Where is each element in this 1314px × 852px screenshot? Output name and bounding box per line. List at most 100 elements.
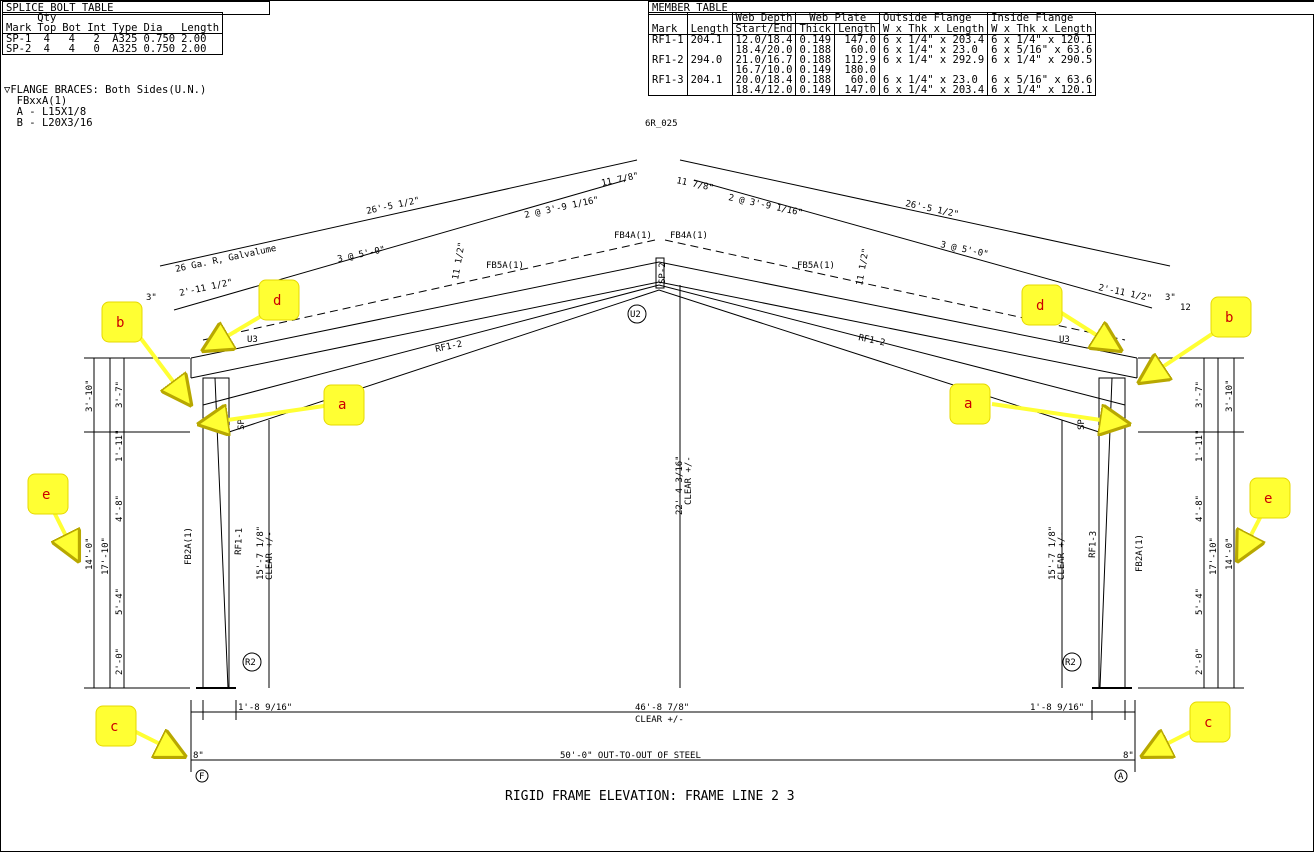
- svg-text:3 @ 5'-0": 3 @ 5'-0": [337, 245, 387, 265]
- svg-text:14'-0": 14'-0": [1225, 537, 1235, 570]
- svg-text:c: c: [110, 719, 118, 735]
- svg-text:12: 12: [1180, 303, 1191, 313]
- svg-text:RF1-3: RF1-3: [1088, 531, 1099, 558]
- svg-text:e: e: [42, 487, 50, 503]
- svg-text:RF1-2: RF1-2: [857, 333, 886, 348]
- col-dia: Dia: [140, 23, 179, 34]
- svg-text:4'-8": 4'-8": [1195, 495, 1205, 522]
- svg-text:8": 8": [1123, 751, 1134, 761]
- svg-text:1'-8 9/16": 1'-8 9/16": [238, 703, 292, 713]
- table-row: RF1-3 204.1 20.0/18.4 0.188 60.0 6 x 1/4" x 2…: [649, 75, 1096, 85]
- qty-header: Qty: [37, 12, 57, 24]
- svg-text:FB2A(1): FB2A(1): [1135, 534, 1145, 572]
- callout-c-left: c: [95, 705, 137, 747]
- splice-bolt-table: Qty Mark Top Bot Int Type Dia Length SP-…: [2, 12, 224, 55]
- svg-text:46'-8 7/8": 46'-8 7/8": [635, 703, 689, 713]
- col-mark: Mark: [648, 23, 688, 35]
- svg-text:A: A: [1118, 772, 1124, 782]
- splice-table-title: SPLICE BOLT TABLE: [2, 1, 270, 15]
- svg-text:14'-0": 14'-0": [85, 537, 95, 570]
- grid-bubble-left: [195, 769, 209, 783]
- svg-text:CLEAR +/-: CLEAR +/-: [684, 456, 694, 505]
- svg-text:F: F: [199, 772, 204, 782]
- table-row: 18.4/12.0 0.149 147.0 6 x 1/4" x 203.4 6 x 1…: [649, 85, 1096, 96]
- callout-b-left: b: [101, 301, 143, 343]
- svg-text:a: a: [338, 397, 346, 413]
- table-row: RF1-2 294.0 21.0/16.7 0.188 112.9 6 x 1/4" x …: [649, 55, 1096, 65]
- svg-text:U3: U3: [1059, 335, 1070, 345]
- table-row: SP-1 4 4 2 A325 0.750 2.00: [6, 33, 207, 45]
- svg-text:3": 3": [1165, 293, 1176, 303]
- svg-text:8": 8": [193, 751, 204, 761]
- member-table: Web Depth Web Plate Outside Flange Insid…: [648, 12, 1097, 96]
- svg-text:5'-4": 5'-4": [115, 588, 125, 615]
- drawing-title: RIGID FRAME ELEVATION: FRAME LINE 2 3: [505, 789, 795, 804]
- table-row: SP-2 4 4 0 A325 0.750 2.00: [6, 43, 207, 55]
- frame-geometry: [84, 159, 1244, 783]
- triangle-icon: ▽: [4, 84, 11, 96]
- svg-text:FB4A(1): FB4A(1): [614, 231, 652, 241]
- table-row: RF1-1 204.1 12.0/18.4 0.149 147.0 6 x 1/4" x …: [649, 34, 1096, 45]
- col-length: Length: [686, 23, 733, 35]
- svg-text:b: b: [116, 315, 124, 331]
- col-top: Top: [34, 23, 60, 34]
- svg-text:R2: R2: [1065, 658, 1076, 668]
- svg-text:2'-11 1/2": 2'-11 1/2": [179, 278, 234, 299]
- svg-text:R2: R2: [245, 658, 256, 668]
- callout-a-left: a: [323, 384, 365, 426]
- col-type: Type: [109, 23, 141, 34]
- svg-text:c: c: [1204, 715, 1212, 731]
- svg-text:11 7/8": 11 7/8": [601, 171, 640, 189]
- svg-text:2 @ 3'-9 1/16": 2 @ 3'-9 1/16": [727, 193, 803, 219]
- callout-d-right: d: [1021, 284, 1063, 326]
- svg-text:3'-10": 3'-10": [85, 379, 95, 412]
- svg-text:2'-0": 2'-0": [1195, 648, 1205, 675]
- svg-text:3'-10": 3'-10": [1225, 379, 1235, 412]
- svg-text:17'-10": 17'-10": [101, 537, 111, 575]
- svg-text:1'-8 9/16": 1'-8 9/16": [1030, 703, 1084, 713]
- grid-bubble-right: [1114, 769, 1128, 783]
- svg-text:U2: U2: [630, 310, 641, 320]
- svg-text:3": 3": [146, 293, 157, 303]
- flange-braces-note: ▽FLANGE BRACES: Both Sides(U.N.) FBxxA(1…: [4, 84, 207, 129]
- svg-text:FB5A(1): FB5A(1): [486, 261, 524, 271]
- svg-text:4'-8": 4'-8": [115, 495, 125, 522]
- ridge-label: 6R_025: [645, 119, 678, 129]
- svg-text:a: a: [964, 396, 972, 412]
- svg-text:SP: SP: [1077, 419, 1087, 430]
- callout-c-right: c: [1189, 701, 1231, 743]
- callout-e-left: e: [27, 473, 69, 515]
- svg-text:3'-7": 3'-7": [115, 381, 125, 408]
- svg-text:d: d: [273, 293, 281, 309]
- svg-text:d: d: [1036, 298, 1044, 314]
- member-table-body: RF1-1 204.1 12.0/18.4 0.149 147.0 6 x 1/4" x …: [649, 34, 1096, 96]
- svg-text:17'-10": 17'-10": [1209, 537, 1219, 575]
- callout-a-right: a: [949, 383, 991, 425]
- callout-boxes: a a b b c c d d e e: [27, 279, 1291, 747]
- svg-text:RF1-2: RF1-2: [435, 340, 464, 355]
- svg-text:22'-4 3/16": 22'-4 3/16": [675, 455, 685, 515]
- svg-text:50'-0" OUT-TO-OUT OF STEEL: 50'-0" OUT-TO-OUT OF STEEL: [560, 751, 701, 761]
- svg-text:U3: U3: [247, 335, 258, 345]
- svg-text:15'-7 1/8": 15'-7 1/8": [256, 526, 266, 580]
- rafter-right-total: 26'-5 1/2": [904, 199, 959, 220]
- table-row: 18.4/20.0 0.188 60.0 6 x 1/4" x 23.0 6 x 5/1…: [649, 45, 1096, 55]
- svg-text:CLEAR +/-: CLEAR +/-: [265, 531, 275, 580]
- svg-text:2'-0": 2'-0": [115, 648, 125, 675]
- svg-text:CLEAR +/-: CLEAR +/-: [635, 715, 684, 725]
- svg-text:FB5A(1): FB5A(1): [797, 261, 835, 271]
- rafter-bottom: [202, 284, 1126, 406]
- svg-text:5'-4": 5'-4": [1195, 588, 1205, 615]
- svg-text:11 7/8": 11 7/8": [675, 176, 714, 194]
- svg-text:b: b: [1225, 310, 1233, 326]
- col-length: Length: [178, 23, 223, 34]
- table-row: 16.7/10.0 0.149 180.0: [649, 65, 1096, 75]
- callout-b-right: b: [1210, 296, 1252, 338]
- svg-text:11 1/2": 11 1/2": [855, 247, 871, 286]
- col-bot: Bot: [59, 23, 85, 34]
- svg-text:1'-11": 1'-11": [115, 429, 125, 462]
- col-int: Int: [84, 23, 110, 34]
- svg-text:2 @ 3'-9 1/16": 2 @ 3'-9 1/16": [524, 195, 600, 221]
- svg-text:1'-11": 1'-11": [1195, 429, 1205, 462]
